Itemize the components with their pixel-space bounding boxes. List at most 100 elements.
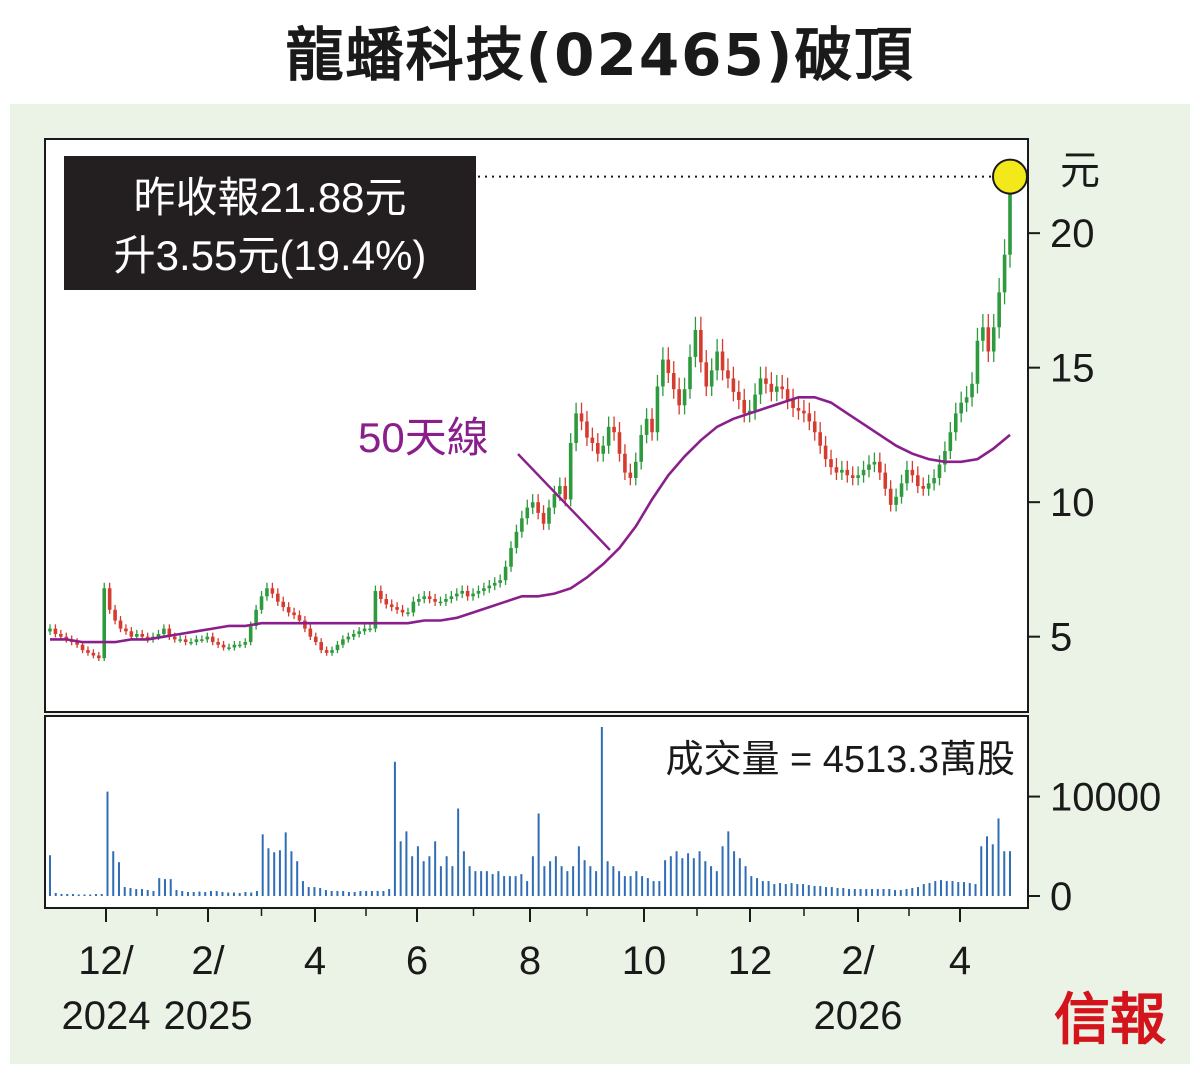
volume-bar <box>554 856 557 896</box>
candle-body <box>129 631 134 637</box>
candle-body <box>216 642 220 645</box>
candle-body <box>379 590 383 600</box>
candle-body <box>395 607 399 610</box>
candle-body <box>113 609 117 621</box>
volume-bar <box>54 893 57 896</box>
candle-body <box>520 518 524 532</box>
volume-bar <box>784 884 787 896</box>
volume-bar <box>940 880 943 896</box>
volume-bar <box>290 851 293 896</box>
volume-bar <box>267 848 270 896</box>
volume-bar <box>117 862 120 896</box>
volume-bar <box>261 834 264 896</box>
volume-bar <box>514 876 517 896</box>
volume-bar <box>848 889 851 896</box>
candle-body <box>601 445 606 454</box>
candle-body <box>905 469 909 484</box>
volume-bar <box>917 887 920 896</box>
volume-bar <box>922 884 925 896</box>
candle-body <box>899 483 904 497</box>
candle-body <box>438 601 443 604</box>
candle-body <box>145 636 150 640</box>
volume-bar <box>140 889 143 896</box>
candle-body <box>454 593 459 597</box>
candle-body <box>351 633 356 637</box>
candle-body <box>802 410 806 414</box>
volume-bar <box>779 883 782 896</box>
candle-body <box>574 413 578 443</box>
candle-body <box>867 464 871 470</box>
candle-body <box>286 607 291 613</box>
candle-body <box>682 389 687 406</box>
candle-body <box>238 644 242 647</box>
candle-body <box>585 421 589 438</box>
price-tick-label: 15 <box>1050 347 1095 391</box>
candle-body <box>894 496 898 505</box>
volume-bar <box>963 882 966 896</box>
candle-body <box>319 642 323 651</box>
price-tick-label: 10 <box>1050 481 1095 525</box>
candle-body <box>845 469 850 476</box>
x-tick-label: 6 <box>406 939 428 983</box>
volume-bar <box>888 889 891 896</box>
volume-bar <box>623 876 626 896</box>
candle-body <box>536 502 540 513</box>
candle-body <box>308 628 313 637</box>
volume-bar <box>123 887 126 896</box>
chart-svg: 5 10 15 20 0 10000 12/2024 2/2025 4 6 8 10 12 2/2026 4… <box>44 138 1166 1053</box>
candle-body <box>324 650 329 653</box>
candle-body <box>221 644 226 648</box>
volume-bar <box>336 891 339 896</box>
volume-bar <box>405 831 408 896</box>
candle-body <box>644 418 649 435</box>
volume-bar <box>71 894 74 896</box>
candle-body <box>227 647 231 649</box>
candle-body <box>650 418 654 433</box>
candle-body <box>243 642 248 645</box>
x-tick-label: 4 <box>304 939 326 983</box>
volume-bar <box>905 889 908 896</box>
candle-body <box>953 413 958 433</box>
candle-body <box>970 383 974 398</box>
volume-bar <box>186 892 189 896</box>
candle-body <box>422 596 427 600</box>
candle-body <box>254 609 258 626</box>
volume-bar <box>152 891 155 896</box>
candle-body <box>107 588 112 610</box>
candle-body <box>80 644 85 651</box>
candle-body <box>986 327 991 352</box>
volume-bar <box>629 876 632 896</box>
candle-body <box>292 612 296 616</box>
volume-bar <box>388 889 391 896</box>
candle-body <box>693 330 698 357</box>
volume-bar <box>520 874 523 896</box>
candle-body <box>59 633 63 637</box>
candle-body <box>671 373 676 390</box>
volume-bar <box>324 890 327 896</box>
candle-body <box>948 432 953 452</box>
volume-bar <box>882 889 885 896</box>
candle-body <box>178 639 182 641</box>
candle-body <box>102 588 107 659</box>
volume-bar <box>462 851 465 896</box>
volume-bar <box>376 891 379 896</box>
candle-body <box>991 327 996 352</box>
volume-bar <box>416 846 419 896</box>
volume-bar <box>106 791 109 896</box>
volume-bar <box>232 892 235 896</box>
candle-body <box>823 445 828 460</box>
candle-body <box>959 402 963 414</box>
candle-body <box>411 601 416 613</box>
volume-bar <box>89 894 92 896</box>
candle-body <box>509 547 513 567</box>
candle-body <box>210 636 215 643</box>
candle-body <box>731 378 736 392</box>
candle-body <box>417 599 421 602</box>
volume-bar <box>112 851 115 896</box>
candle-body <box>297 615 302 621</box>
candle-body <box>460 590 465 594</box>
volume-bar <box>865 889 868 896</box>
candle-body <box>86 650 90 653</box>
candle-body <box>796 408 801 411</box>
candle-body <box>1002 254 1007 293</box>
